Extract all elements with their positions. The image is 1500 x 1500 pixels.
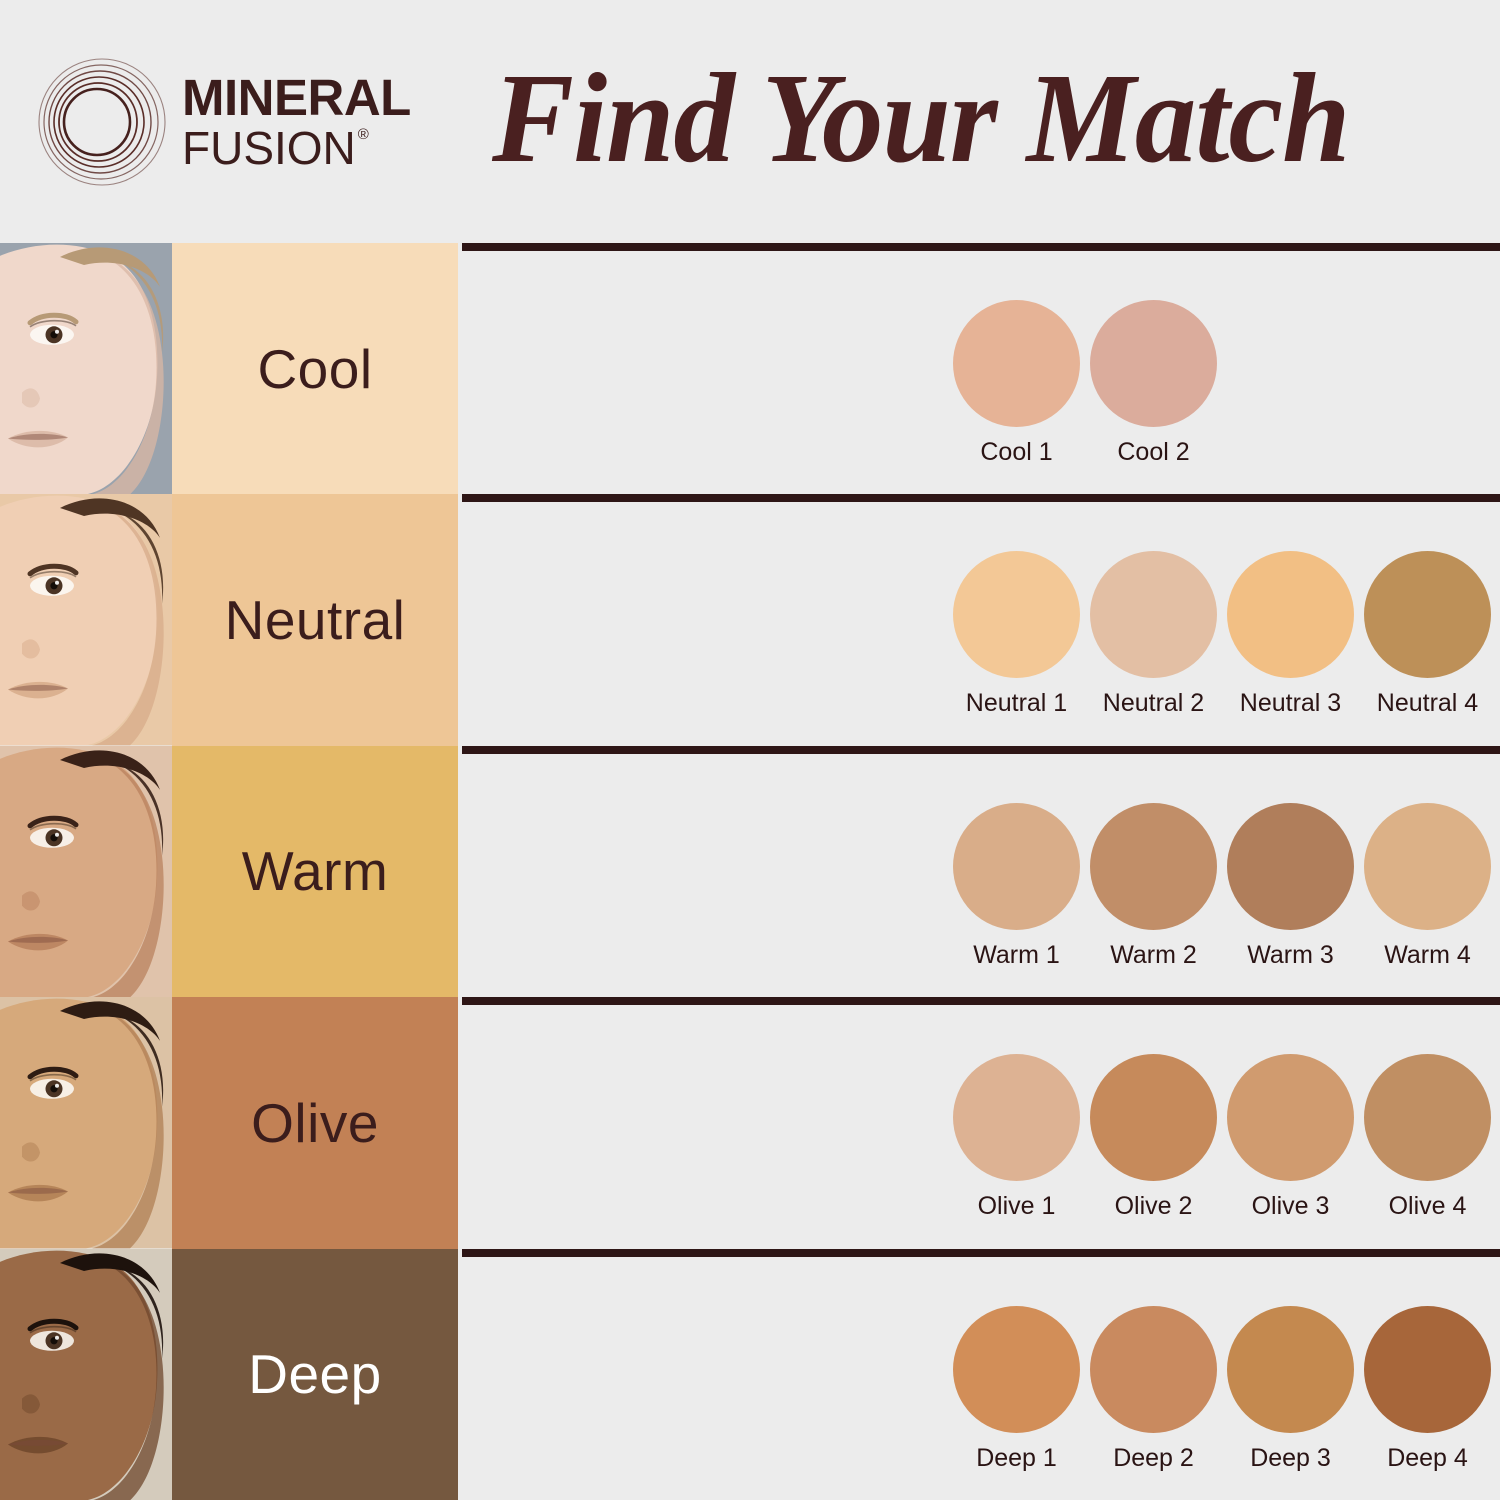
swatch-strip: Olive 1 Olive 2 Olive 3 Olive 4 — [953, 1054, 1500, 1221]
shade-name-label: Olive 4 — [1388, 1192, 1467, 1221]
shade-swatch[interactable]: Deep 1 — [953, 1305, 1080, 1473]
shade-color-circle[interactable] — [1090, 300, 1217, 427]
model-portrait-image — [0, 997, 172, 1249]
model-portrait-image — [0, 1248, 172, 1500]
shade-swatch[interactable]: Neutral 4 — [1364, 551, 1491, 718]
row-divider — [462, 745, 1500, 754]
brand-wordmark: MINERAL FUSION ® — [182, 72, 411, 171]
shade-name-label: Neutral 1 — [965, 689, 1068, 718]
swatch-strip: Neutral 1 Neutral 2 Neutral 3 Neutral 4 — [953, 551, 1500, 718]
category-label: Warm — [241, 840, 389, 903]
shade-swatch[interactable]: Cool 2 — [1090, 300, 1217, 467]
shade-name-label: Cool 1 — [980, 438, 1053, 466]
shade-color-circle[interactable] — [1364, 1305, 1491, 1433]
shade-name-label: Deep 2 — [1113, 1443, 1194, 1472]
model-portrait-image — [0, 243, 172, 495]
brand-name-bottom: FUSION — [182, 122, 356, 174]
category-cell-warm[interactable]: Warm — [172, 745, 458, 998]
shade-swatch[interactable]: Olive 2 — [1090, 1054, 1217, 1221]
shade-swatch[interactable]: Warm 2 — [1090, 802, 1217, 970]
row-divider — [462, 494, 1500, 503]
shade-color-circle[interactable] — [1090, 1305, 1217, 1433]
shade-name-label: Neutral 4 — [1376, 689, 1479, 718]
shade-color-circle[interactable] — [1090, 1054, 1217, 1182]
shade-color-circle[interactable] — [953, 1054, 1080, 1182]
shade-color-circle[interactable] — [1227, 551, 1354, 679]
shade-row: Neutral Neutral 1 Neutral 2 Neutral 3 Neutra… — [0, 494, 1500, 746]
shade-color-circle[interactable] — [1090, 551, 1217, 679]
header: MINERAL FUSION ® Find Your Match — [0, 0, 1500, 243]
brand-name-top: MINERAL — [182, 69, 411, 126]
category-cell-cool[interactable]: Cool — [172, 243, 458, 495]
shade-swatch[interactable]: Cool 1 — [953, 300, 1080, 467]
shade-name-label: Warm 3 — [1247, 940, 1334, 969]
swatch-panel: Cool 1 Cool 2 — [458, 243, 1500, 494]
row-divider — [462, 997, 1500, 1006]
shade-swatch[interactable]: Deep 3 — [1227, 1305, 1354, 1473]
shade-swatch[interactable]: Deep 2 — [1090, 1305, 1217, 1473]
shade-name-label: Cool 2 — [1117, 438, 1190, 466]
shade-name-label: Olive 3 — [1251, 1192, 1330, 1221]
shade-swatch[interactable]: Warm 4 — [1364, 802, 1491, 970]
shade-color-circle[interactable] — [953, 300, 1080, 427]
category-label: Deep — [248, 1343, 382, 1406]
shade-color-circle[interactable] — [1227, 1054, 1354, 1182]
model-portrait-image — [0, 494, 172, 746]
shade-swatch[interactable]: Olive 3 — [1227, 1054, 1354, 1221]
row-divider — [462, 243, 1500, 251]
shade-color-circle[interactable] — [1364, 1054, 1491, 1182]
shade-color-circle[interactable] — [1227, 802, 1354, 930]
shade-grid: Cool Cool 1 Cool 2 Neutral Neutral 1 Neutral… — [0, 243, 1500, 1500]
shade-color-circle[interactable] — [953, 551, 1080, 679]
brand-lockup: MINERAL FUSION ® — [36, 56, 456, 188]
swatch-strip: Cool 1 Cool 2 — [953, 300, 1227, 467]
shade-name-label: Deep 4 — [1387, 1443, 1468, 1472]
shade-name-label: Olive 1 — [977, 1192, 1056, 1221]
shade-swatch[interactable]: Deep 4 — [1364, 1305, 1491, 1473]
shade-name-label: Deep 3 — [1250, 1443, 1331, 1472]
category-label: Cool — [257, 337, 373, 400]
page-title: Find Your Match — [492, 47, 1350, 189]
shade-swatch[interactable]: Warm 3 — [1227, 802, 1354, 970]
shade-name-label: Warm 1 — [973, 940, 1060, 969]
shade-name-label: Deep 1 — [976, 1443, 1057, 1472]
shade-swatch[interactable]: Warm 1 — [953, 802, 1080, 970]
category-cell-deep[interactable]: Deep — [172, 1248, 458, 1500]
shade-swatch[interactable]: Neutral 3 — [1227, 551, 1354, 718]
category-cell-olive[interactable]: Olive — [172, 997, 458, 1249]
shade-row: Olive Olive 1 Olive 2 Olive 3 Olive 4 — [0, 997, 1500, 1249]
shade-name-label: Neutral 2 — [1102, 689, 1205, 718]
swatch-panel: Neutral 1 Neutral 2 Neutral 3 Neutral 4 — [458, 494, 1500, 745]
shade-swatch[interactable]: Olive 4 — [1364, 1054, 1491, 1221]
shade-name-label: Warm 2 — [1110, 940, 1197, 969]
registered-trademark-icon: ® — [357, 126, 369, 143]
shade-color-circle[interactable] — [953, 802, 1080, 930]
shade-swatch[interactable]: Olive 1 — [953, 1054, 1080, 1221]
shade-swatch[interactable]: Neutral 2 — [1090, 551, 1217, 718]
shade-name-label: Neutral 3 — [1239, 689, 1342, 718]
model-portrait-image — [0, 745, 172, 998]
swatch-panel: Olive 1 Olive 2 Olive 3 Olive 4 — [458, 997, 1500, 1248]
shade-swatch[interactable]: Neutral 1 — [953, 551, 1080, 718]
shade-color-circle[interactable] — [1227, 1305, 1354, 1433]
shade-color-circle[interactable] — [1364, 551, 1491, 679]
shade-color-circle[interactable] — [1090, 802, 1217, 930]
category-label: Olive — [251, 1091, 379, 1154]
concentric-rings-logo-icon — [36, 56, 168, 188]
shade-color-circle[interactable] — [953, 1305, 1080, 1433]
shade-name-label: Olive 2 — [1114, 1192, 1193, 1221]
row-divider — [462, 1248, 1500, 1257]
category-cell-neutral[interactable]: Neutral — [172, 494, 458, 746]
shade-name-label: Warm 4 — [1384, 940, 1471, 969]
shade-row: Cool Cool 1 Cool 2 — [0, 243, 1500, 495]
category-label: Neutral — [224, 589, 406, 652]
shade-color-circle[interactable] — [1364, 802, 1491, 930]
